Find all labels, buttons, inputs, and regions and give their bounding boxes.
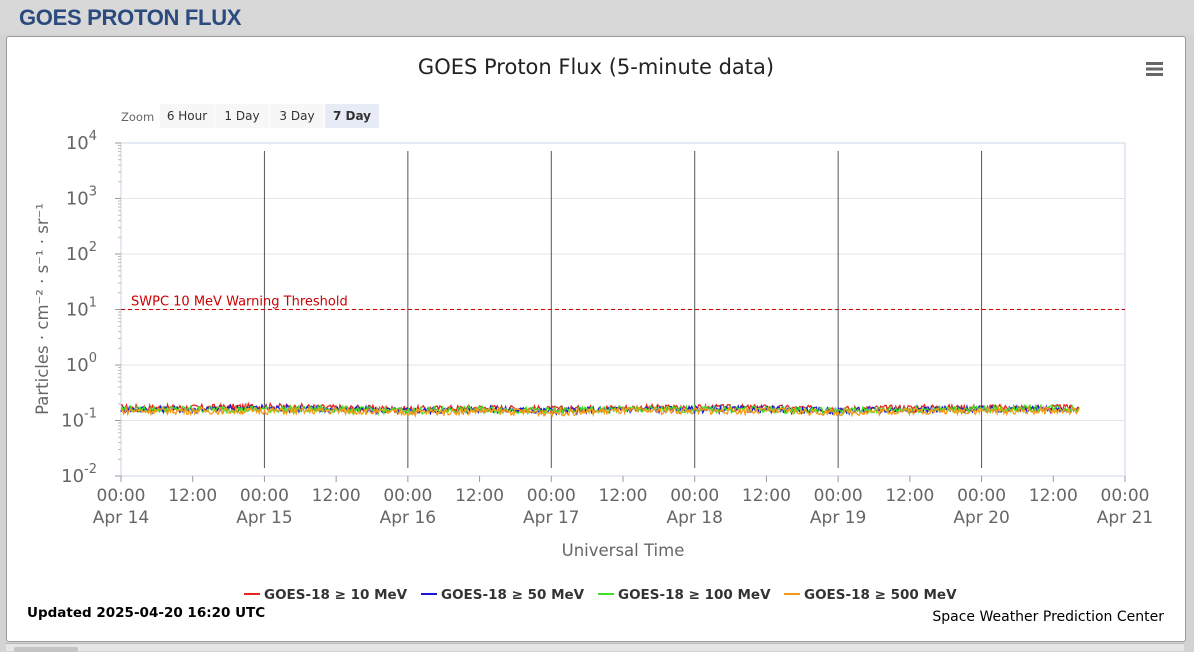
zoom-label: Zoom	[121, 110, 154, 124]
x-tick-time: 00:00	[957, 486, 1006, 506]
zoom-button-7-day[interactable]: 7 Day	[325, 104, 379, 128]
legend-item[interactable]: GOES-18 ≥ 10 MeV	[244, 587, 408, 603]
x-tick-time: 12:00	[742, 486, 791, 506]
zoom-button-label: 3 Day	[279, 109, 314, 123]
x-tick-time: 12:00	[599, 486, 648, 506]
x-tick-time: 12:00	[455, 486, 504, 506]
x-tick-time: 00:00	[1101, 486, 1150, 506]
y-tick-label: 102	[66, 240, 97, 265]
x-tick-date: Apr 19	[810, 508, 866, 528]
x-tick-time: 12:00	[885, 486, 934, 506]
x-tick-time: 12:00	[1029, 486, 1078, 506]
series-line	[120, 405, 1080, 419]
page-header: GOES PROTON FLUX	[0, 0, 1194, 34]
y-tick-label: 100	[66, 351, 97, 376]
zoom-button-6-hour[interactable]: 6 Hour	[160, 104, 214, 128]
zoom-button-label: 6 Hour	[167, 109, 207, 123]
y-tick-label: 104	[66, 129, 97, 154]
x-tick-date: Apr 15	[236, 508, 292, 528]
zoom-button-label: 1 Day	[224, 109, 259, 123]
x-axis-label: Universal Time	[562, 541, 685, 560]
legend-item[interactable]: GOES-18 ≥ 500 MeV	[784, 587, 957, 603]
legend-label: GOES-18 ≥ 50 MeV	[441, 587, 585, 603]
x-tick-time: 00:00	[383, 486, 432, 506]
y-tick-label: 10-1	[61, 407, 97, 432]
x-tick-date: Apr 16	[380, 508, 436, 528]
y-tick-label: 103	[66, 185, 97, 210]
zoom-button-1-day[interactable]: 1 Day	[215, 104, 269, 128]
legend-label: GOES-18 ≥ 10 MeV	[264, 587, 408, 603]
x-tick-date: Apr 21	[1097, 508, 1153, 528]
zoom-button-label: 7 Day	[333, 109, 371, 123]
y-axis-label: Particles · cm⁻² · s⁻¹ · sr⁻¹	[33, 203, 52, 415]
y-tick-label: 101	[66, 296, 97, 321]
x-tick-date: Apr 14	[93, 508, 149, 528]
credit-text: Space Weather Prediction Center	[932, 609, 1164, 625]
threshold-label: SWPC 10 MeV Warning Threshold	[131, 295, 348, 310]
x-tick-time: 00:00	[814, 486, 863, 506]
page-title: GOES PROTON FLUX	[19, 5, 242, 30]
x-tick-time: 12:00	[168, 486, 217, 506]
updated-timestamp: Updated 2025-04-20 16:20 UTC	[27, 605, 265, 621]
x-tick-time: 00:00	[527, 486, 576, 506]
x-tick-date: Apr 17	[523, 508, 579, 528]
legend-item[interactable]: GOES-18 ≥ 50 MeV	[421, 587, 585, 603]
hamburger-menu-icon[interactable]	[1140, 58, 1168, 80]
zoom-button-3-day[interactable]: 3 Day	[270, 104, 324, 128]
legend-label: GOES-18 ≥ 100 MeV	[618, 587, 771, 603]
x-tick-date: Apr 20	[953, 508, 1009, 528]
x-tick-date: Apr 18	[666, 508, 722, 528]
chart-title: GOES Proton Flux (5-minute data)	[418, 55, 774, 79]
x-tick-time: 00:00	[670, 486, 719, 506]
x-tick-time: 00:00	[97, 486, 146, 506]
legend-label: GOES-18 ≥ 500 MeV	[804, 587, 957, 603]
legend-item[interactable]: GOES-18 ≥ 100 MeV	[598, 587, 771, 603]
x-tick-time: 00:00	[240, 486, 289, 506]
y-tick-label: 10-2	[61, 462, 97, 487]
chart-panel	[6, 36, 1186, 642]
x-tick-time: 12:00	[312, 486, 361, 506]
